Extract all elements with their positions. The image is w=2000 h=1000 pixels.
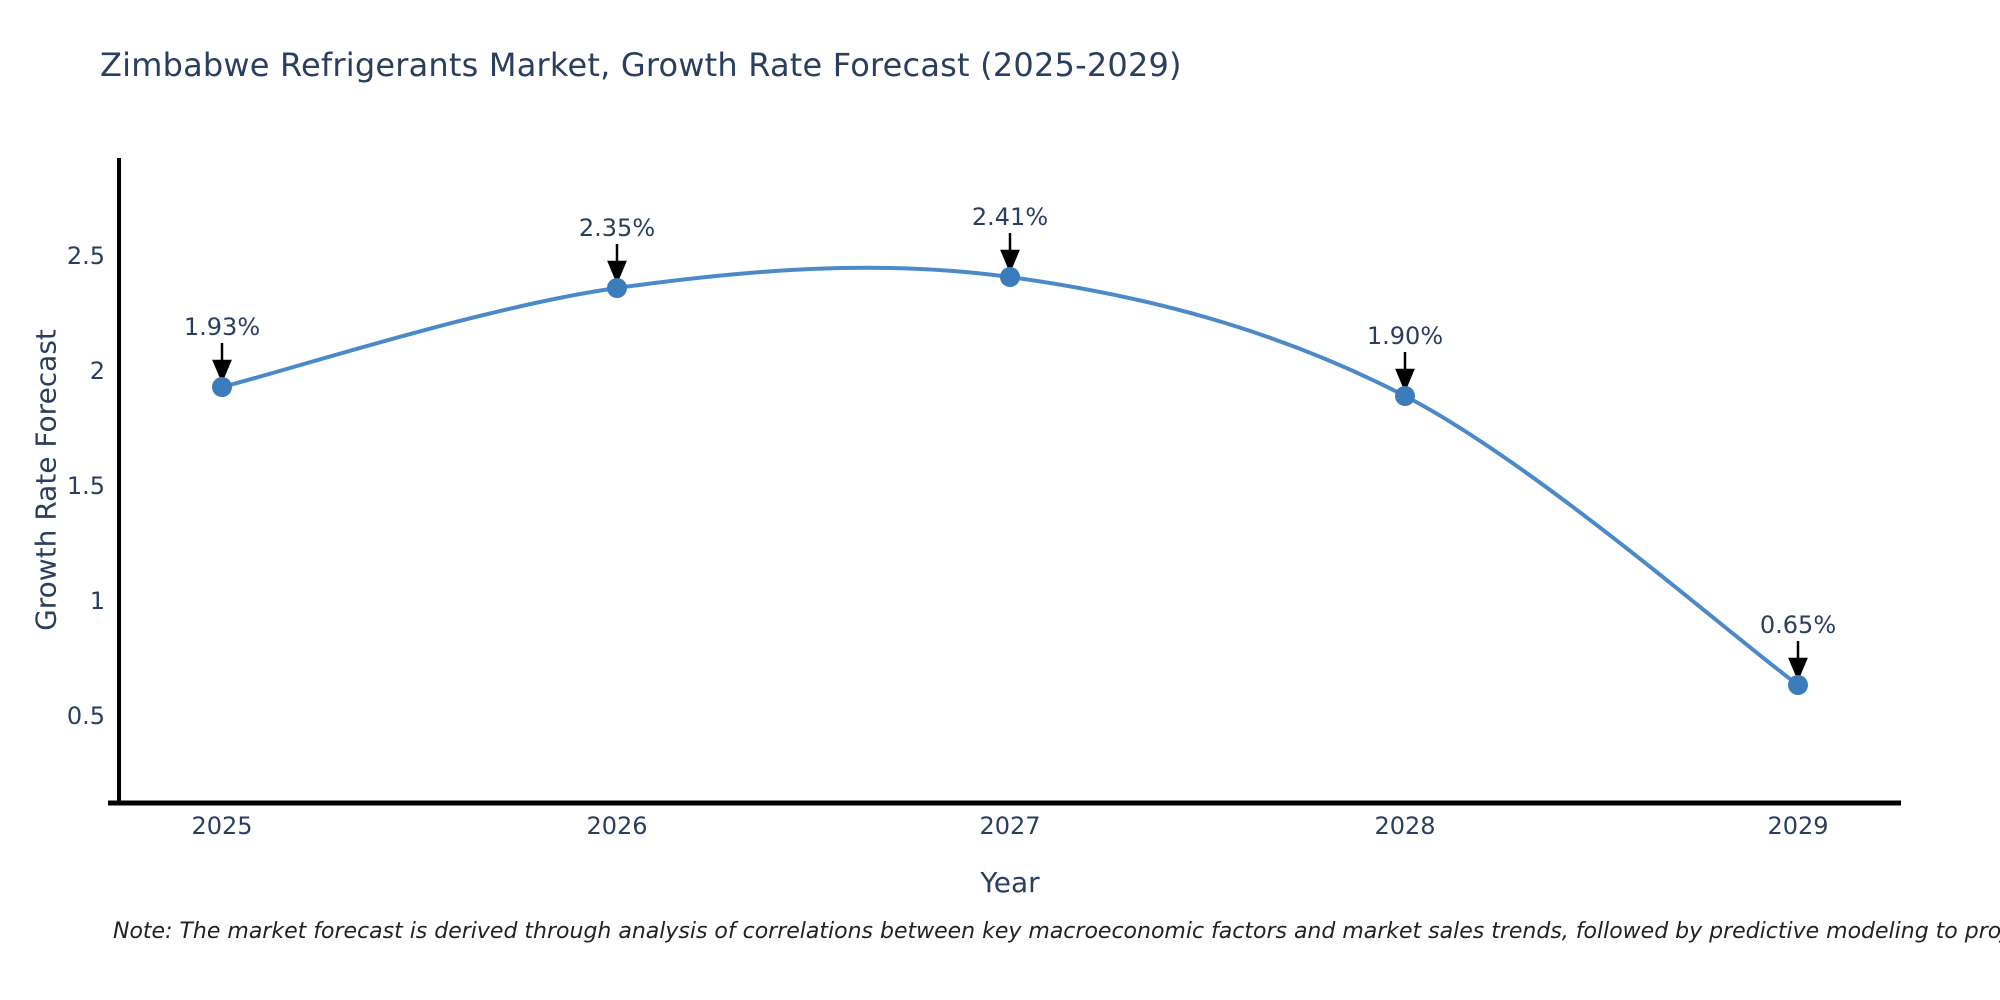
data-point-2027[interactable]	[1000, 267, 1020, 287]
x-tick-2026: 2026	[586, 812, 648, 840]
y-tick-1: 1	[89, 587, 105, 615]
chart-title: Zimbabwe Refrigerants Market, Growth Rat…	[100, 46, 1182, 84]
annotation-2027: 2.41%	[971, 203, 1049, 231]
data-point-2026[interactable]	[607, 278, 627, 298]
forecast-line	[220, 265, 1800, 687]
x-tick-2029: 2029	[1767, 812, 1829, 840]
annotation-arrows	[212, 233, 1808, 682]
x-tick-2028: 2028	[1374, 812, 1436, 840]
arrow-head	[607, 260, 627, 285]
x-axis-title: Year	[980, 866, 1040, 899]
x-tick-2027: 2027	[979, 812, 1041, 840]
annotation-2028: 1.90%	[1366, 322, 1444, 350]
data-point-2028[interactable]	[1395, 386, 1415, 406]
arrow-head	[212, 359, 232, 384]
annotation-2025: 1.93%	[183, 313, 261, 341]
arrow-head	[1788, 657, 1808, 682]
x-tick-2025: 2025	[191, 812, 253, 840]
y-tick-1-5: 1.5	[66, 472, 105, 500]
data-point-2025[interactable]	[212, 377, 232, 397]
y-tick-2-5: 2.5	[66, 242, 105, 270]
annotation-2026: 2.35%	[578, 214, 656, 242]
y-tick-2: 2	[89, 357, 105, 385]
annotation-2029: 0.65%	[1759, 611, 1837, 639]
y-tick-0-5: 0.5	[66, 702, 105, 730]
data-point-2029[interactable]	[1788, 675, 1808, 695]
arrow-head	[1000, 249, 1020, 274]
arrow-head	[1395, 368, 1415, 393]
chart-footnote: Note: The market forecast is derived thr…	[113, 919, 2000, 944]
